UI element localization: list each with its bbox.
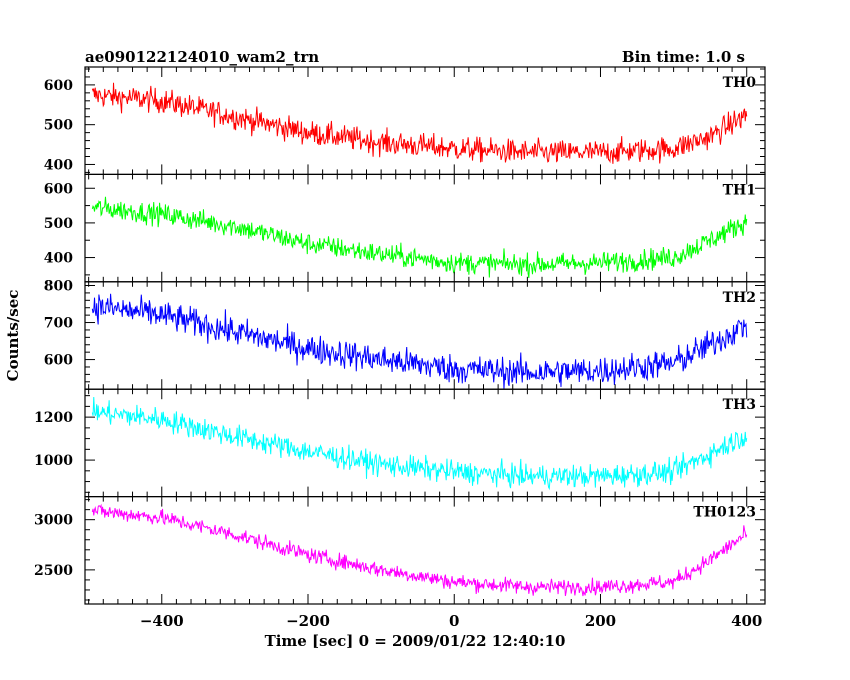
panel-th2 (84, 281, 766, 390)
series-label-th1: TH1 (723, 182, 756, 198)
y-axis-label: Counts/sec (4, 290, 22, 382)
series-label-th0: TH0 (723, 75, 757, 91)
x-tick-label: 400 (731, 612, 762, 630)
bin-time-label: Bin time: 1.0 s (622, 48, 745, 66)
series-line-th0 (91, 82, 748, 164)
y-tick-label: 700 (44, 316, 73, 332)
y-tick-label: 600 (44, 78, 73, 94)
y-tick-label: 400 (44, 251, 73, 267)
y-tick-label: 3000 (34, 513, 73, 529)
series-label-th0123: TH0123 (693, 505, 756, 521)
y-tick-label: 1200 (34, 410, 73, 426)
series-line-th1 (91, 196, 748, 279)
x-tick-label: 200 (585, 612, 616, 630)
series-label-th3: TH3 (723, 397, 756, 413)
panel-th3 (84, 388, 766, 498)
y-tick-label: 400 (44, 157, 73, 173)
x-axis-label: Time [sec] 0 = 2009/01/22 12:40:10 (265, 632, 566, 650)
series-label-th2: TH2 (723, 290, 756, 306)
x-tick-label: −200 (286, 612, 330, 630)
y-tick-label: 600 (44, 181, 73, 197)
series-line-th3 (91, 396, 748, 491)
chart-title: ae090122124010_wam2_trn (85, 48, 319, 66)
panel-th0123 (84, 496, 766, 605)
y-tick-label: 2500 (34, 563, 73, 579)
series-line-th0123 (91, 503, 748, 597)
y-tick-label: 600 (44, 353, 73, 369)
panel-frame (84, 66, 766, 176)
y-tick-label: 1000 (34, 453, 73, 469)
series-line-th2 (91, 293, 748, 390)
panel-frame (84, 173, 766, 283)
panel-th1 (84, 173, 766, 283)
y-tick-label: 500 (44, 118, 73, 134)
panel-frame (84, 281, 766, 390)
x-tick-label: −400 (140, 612, 184, 630)
y-tick-label: 800 (44, 279, 73, 295)
x-tick-label: 0 (449, 612, 459, 630)
panel-th0 (84, 66, 766, 176)
y-tick-label: 500 (44, 216, 73, 232)
